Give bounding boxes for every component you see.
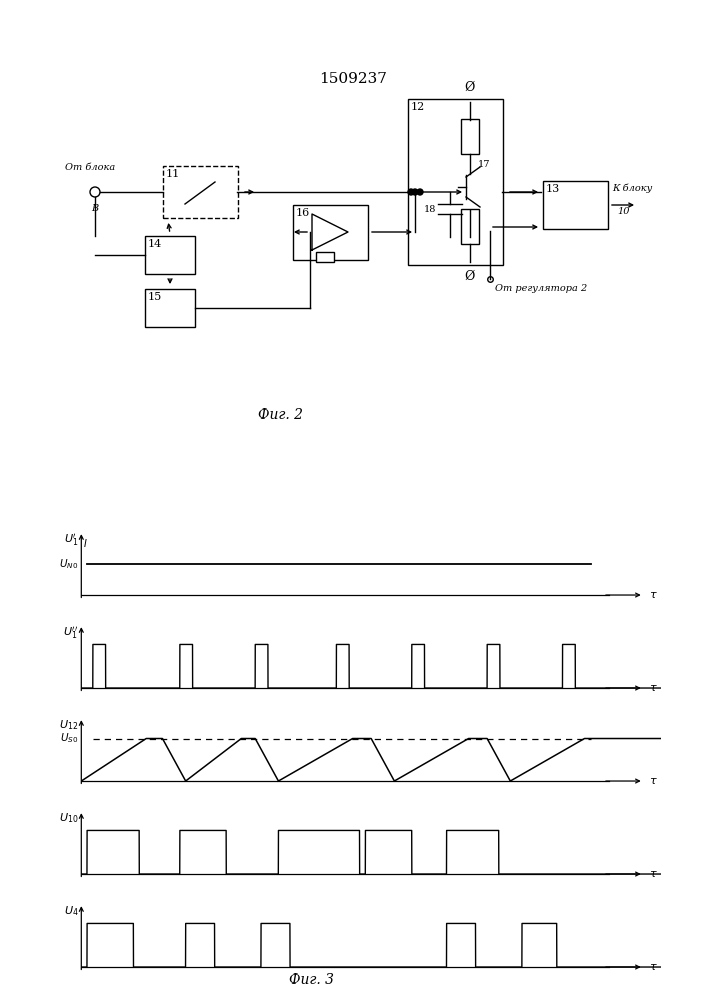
Bar xyxy=(145,289,195,327)
Text: 15: 15 xyxy=(148,292,162,302)
Circle shape xyxy=(412,189,418,195)
Text: $U_4$: $U_4$ xyxy=(64,904,78,918)
Text: $\tau$: $\tau$ xyxy=(650,962,658,972)
Text: Ø: Ø xyxy=(464,270,475,283)
Bar xyxy=(461,209,479,244)
Text: 12: 12 xyxy=(411,103,425,112)
Bar xyxy=(163,166,238,218)
Bar xyxy=(461,119,479,154)
Text: $U_{12}$: $U_{12}$ xyxy=(59,718,78,732)
Text: К блоку: К блоку xyxy=(612,184,653,193)
Text: $I$: $I$ xyxy=(83,537,88,549)
Text: 11: 11 xyxy=(165,169,180,179)
Circle shape xyxy=(408,189,414,195)
Bar xyxy=(407,100,503,264)
Text: $U_1''$: $U_1''$ xyxy=(64,625,78,641)
Text: В: В xyxy=(91,204,98,213)
Text: Фиг. 3: Фиг. 3 xyxy=(288,973,334,987)
Text: 16: 16 xyxy=(296,208,310,218)
Text: 10: 10 xyxy=(617,207,629,216)
Text: 17: 17 xyxy=(478,160,491,169)
Text: От блока: От блока xyxy=(65,163,115,172)
Text: $U_1'$: $U_1'$ xyxy=(64,532,78,548)
Text: Фиг. 2: Фиг. 2 xyxy=(257,408,303,422)
Text: $\tau$: $\tau$ xyxy=(650,869,658,879)
Text: 18: 18 xyxy=(423,205,436,214)
Text: 13: 13 xyxy=(546,184,560,194)
Bar xyxy=(145,236,195,274)
Text: $\tau$: $\tau$ xyxy=(650,683,658,693)
Text: $U_{N0}$: $U_{N0}$ xyxy=(59,557,78,571)
Bar xyxy=(293,205,368,259)
Text: 1509237: 1509237 xyxy=(319,72,387,86)
Text: $U_{10}$: $U_{10}$ xyxy=(59,811,78,825)
Text: Ø: Ø xyxy=(464,81,475,94)
Text: $\tau$: $\tau$ xyxy=(650,590,658,600)
Circle shape xyxy=(417,189,423,195)
Bar xyxy=(316,252,334,262)
Text: $\tau$: $\tau$ xyxy=(650,776,658,786)
Text: От регулятора 2: От регулятора 2 xyxy=(495,284,588,293)
Bar xyxy=(542,181,607,229)
Text: 14: 14 xyxy=(148,239,162,249)
Text: $U_{S0}$: $U_{S0}$ xyxy=(60,732,78,745)
